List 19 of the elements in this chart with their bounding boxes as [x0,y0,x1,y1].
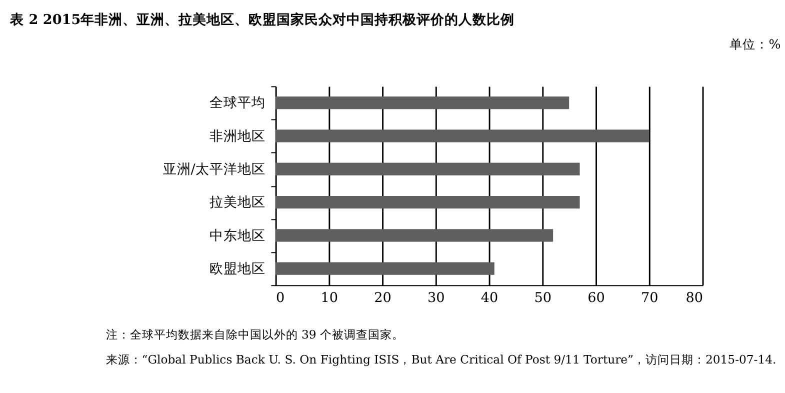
text: 注：全球平均数据来自除中国以外的 39 个被调查国家。 [106,328,404,342]
y-tick-label: 亚洲/太平洋地区 [162,161,266,178]
y-tick-label: 欧盟地区 [209,260,266,277]
text: 单位：% [730,36,781,52]
x-tick-label: 70 [641,290,658,306]
x-tick-label: 50 [534,290,552,306]
x-tick-label: 30 [428,290,445,306]
source-note: 来源：“Global Publics Back U. S. On Fighting ISIS，But Are Critical Of Post 9/11 Torture”，访问日期：2015-07-14. [106,352,776,367]
y-tick-label: 中东地区 [209,228,266,244]
x-tick-label: 0 [276,290,285,306]
chart-title: 表 2 2015年非洲、亚洲、拉美地区、欧盟国家民众对中国持积极评价的人数比例 [8,11,515,28]
y-tick-label: 拉美地区 [209,194,266,211]
x-tick-label: 20 [374,290,392,306]
x-tick-label: 60 [588,290,605,306]
x-tick-label: 80 [686,290,704,306]
x-tick-label: 10 [320,290,338,306]
y-tick-label: 非洲地区 [209,128,266,144]
y-tick-label: 全球平均 [209,95,266,112]
x-tick-label: 40 [480,290,498,306]
